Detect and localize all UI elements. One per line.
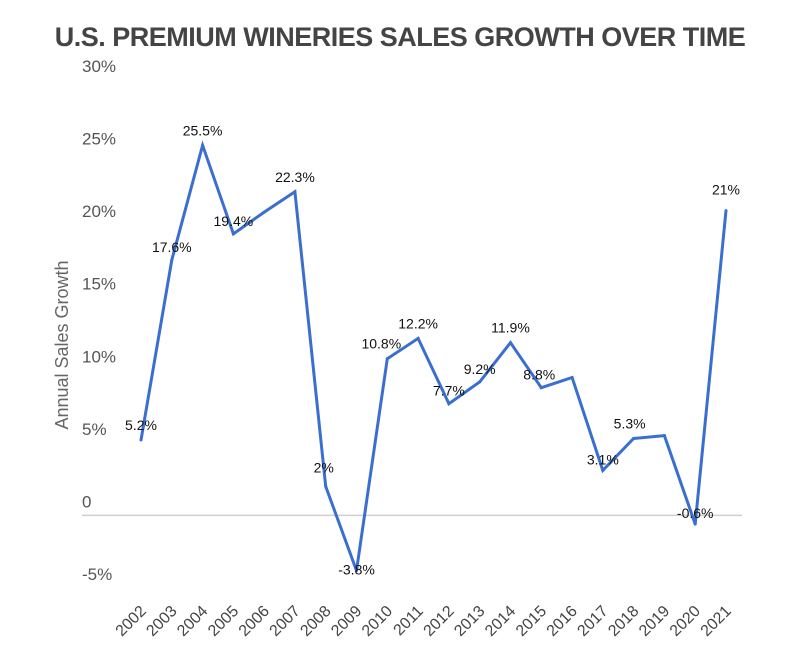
y-axis-label: Annual Sales Growth [52, 260, 72, 429]
x-tick-label: 2004 [174, 603, 211, 640]
x-tick-label: 2014 [482, 603, 519, 640]
data-point-2010 [385, 357, 389, 361]
x-tick-label: 2009 [328, 603, 365, 640]
data-label-2021: 21% [712, 182, 740, 198]
data-label-2003: 17.6% [152, 239, 192, 255]
x-tick-label: 2016 [544, 603, 581, 640]
data-label-2004: 25.5% [183, 122, 223, 138]
data-point-2019 [662, 434, 666, 438]
data-point-2015 [539, 386, 543, 390]
x-tick-label: 2006 [236, 603, 273, 640]
data-label-2013: 9.2% [464, 361, 496, 377]
x-tick-label: 2015 [513, 603, 550, 640]
x-tick-label: 2003 [143, 603, 180, 640]
x-tick-label: 2017 [574, 603, 611, 640]
data-label-2015: 8.8% [523, 367, 555, 383]
data-point-2002 [139, 438, 143, 442]
data-label-2020: -0.6% [677, 505, 714, 521]
data-labels: 5.2% 17.6% 25.5% 19.4% 22.3% 2% -3.8% 10.8% 12.2… [125, 122, 740, 577]
data-label-2005: 19.4% [214, 213, 254, 229]
y-tick-label: 5% [82, 420, 107, 439]
data-label-2014: 11.9% [491, 320, 530, 336]
y-tick-label: 15% [82, 275, 116, 294]
data-label-2010: 10.8% [361, 336, 401, 352]
data-point-2004 [201, 143, 205, 147]
data-label-2009: -3.8% [338, 562, 375, 578]
x-tick-label: 2021 [698, 603, 735, 640]
x-axis: 2002200320042005200620072008200920102011… [113, 603, 735, 640]
x-tick-label: 2005 [205, 603, 242, 640]
data-points [139, 143, 728, 573]
data-point-2003 [170, 258, 174, 262]
x-tick-label: 2013 [451, 603, 488, 640]
data-point-2013 [478, 380, 482, 384]
data-point-2014 [508, 341, 512, 345]
x-tick-label: 2010 [359, 603, 396, 640]
data-point-2018 [632, 437, 636, 441]
y-tick-label: -5% [82, 565, 112, 584]
data-point-2020 [693, 522, 697, 526]
data-point-2007 [293, 190, 297, 194]
y-tick-label: 20% [82, 202, 116, 221]
x-tick-label: 2007 [267, 603, 304, 640]
x-tick-label: 2019 [636, 603, 673, 640]
data-label-2018: 5.3% [614, 416, 646, 432]
data-point-2008 [324, 484, 328, 488]
data-label-2002: 5.2% [125, 417, 157, 433]
x-tick-label: 2012 [421, 603, 458, 640]
data-point-2012 [447, 402, 451, 406]
data-point-2016 [570, 376, 574, 380]
y-tick-label: 0 [82, 492, 91, 511]
y-tick-label: 25% [82, 130, 116, 149]
y-tick-label: 30% [82, 57, 116, 76]
data-point-2011 [416, 336, 420, 340]
y-axis: 30% 25% 20% 15% 10% 5% 0 -5% [82, 57, 116, 584]
data-label-2007: 22.3% [275, 169, 315, 185]
data-label-2012: 7.7% [433, 383, 465, 399]
data-label-2011: 12.2% [398, 315, 438, 331]
chart-title: U.S. PREMIUM WINERIES SALES GROWTH OVER … [54, 22, 746, 52]
x-tick-label: 2011 [391, 603, 427, 639]
data-point-2006 [262, 210, 266, 214]
data-point-2009 [355, 569, 359, 573]
x-tick-label: 2018 [605, 603, 642, 640]
x-tick-label: 2008 [297, 603, 334, 640]
data-point-2021 [724, 209, 728, 213]
data-label-2008: 2% [314, 459, 334, 475]
data-point-2005 [231, 232, 235, 236]
y-tick-label: 10% [82, 347, 116, 366]
data-point-2017 [601, 468, 605, 472]
x-tick-label: 2020 [667, 603, 704, 640]
x-tick-label: 2002 [113, 603, 150, 640]
series-line [139, 140, 728, 572]
data-label-2017: 3.1% [587, 451, 619, 467]
